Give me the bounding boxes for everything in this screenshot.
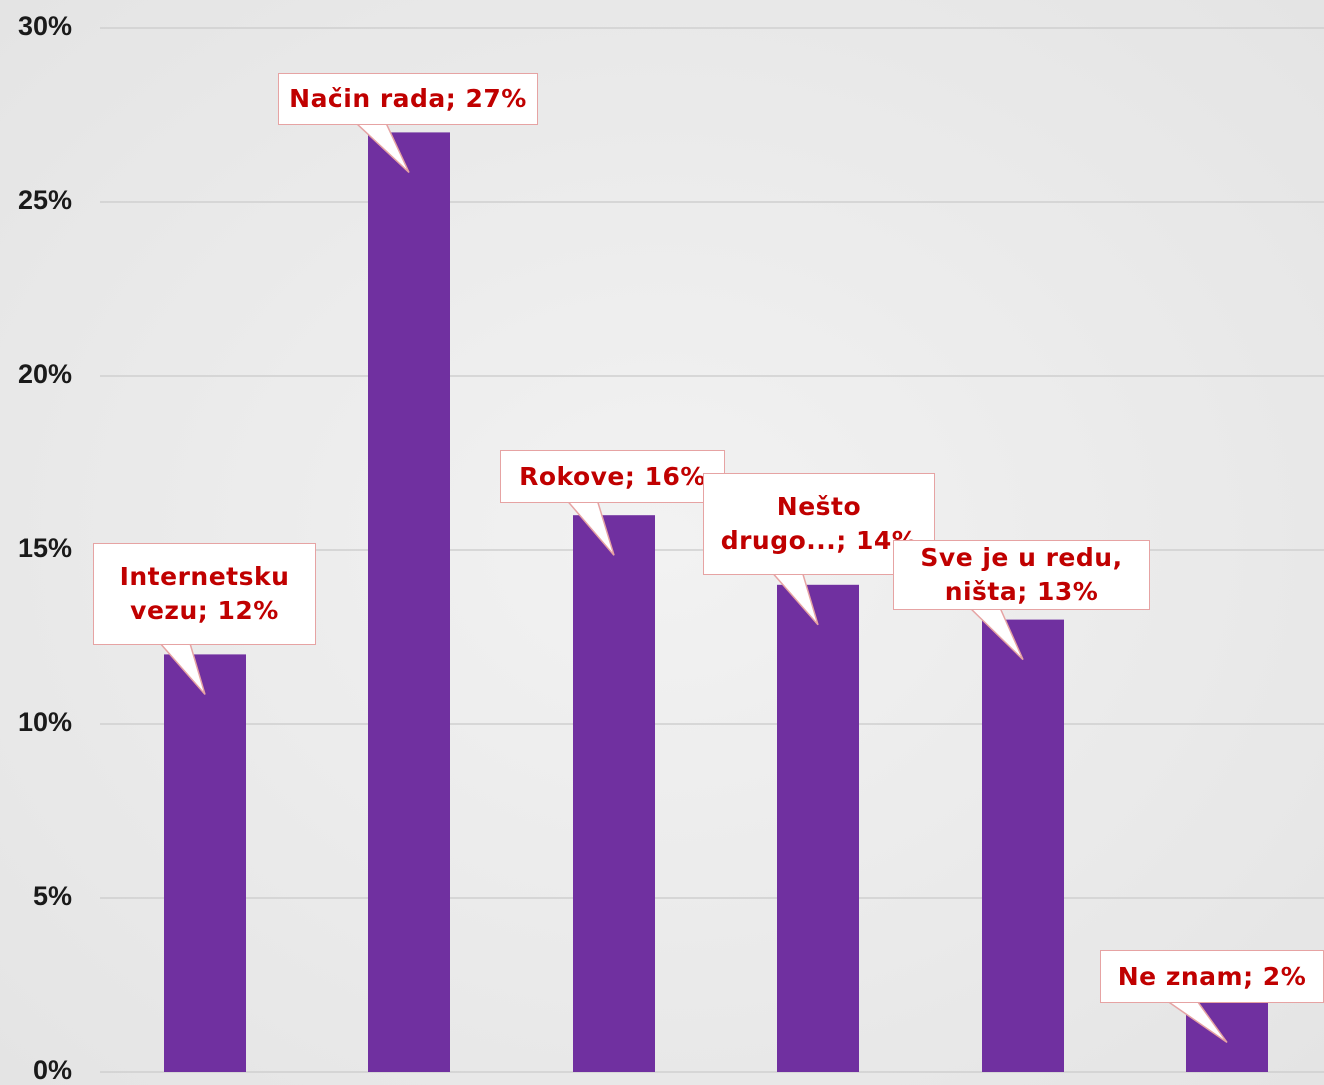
- callout: Rokove; 16%: [500, 450, 725, 503]
- y-tick-label: 10%: [18, 707, 72, 737]
- callout: Internetsku vezu; 12%: [93, 543, 316, 645]
- bar: [982, 619, 1064, 1072]
- bar: [368, 132, 450, 1072]
- data-label: Sve je u redu, ništa; 13%: [893, 540, 1150, 610]
- y-tick-label: 15%: [18, 533, 72, 563]
- callout: Sve je u redu, ništa; 13%: [893, 540, 1150, 610]
- y-tick-label: 0%: [33, 1055, 72, 1085]
- data-label: Nešto drugo...; 14%: [703, 473, 935, 575]
- data-label: Rokove; 16%: [500, 450, 725, 503]
- bar: [777, 584, 859, 1072]
- callout: Nešto drugo...; 14%: [703, 473, 935, 575]
- data-label: Internetsku vezu; 12%: [93, 543, 316, 645]
- bar: [164, 654, 246, 1072]
- y-tick-label: 25%: [18, 185, 72, 215]
- callout: Način rada; 27%: [278, 73, 538, 125]
- y-tick-label: 30%: [18, 11, 72, 41]
- y-tick-label: 20%: [18, 359, 72, 389]
- y-tick-label: 5%: [33, 881, 72, 911]
- callout: Ne znam; 2%: [1100, 950, 1324, 1003]
- bar: [573, 515, 655, 1072]
- data-label: Način rada; 27%: [278, 73, 538, 125]
- data-label: Ne znam; 2%: [1100, 950, 1324, 1003]
